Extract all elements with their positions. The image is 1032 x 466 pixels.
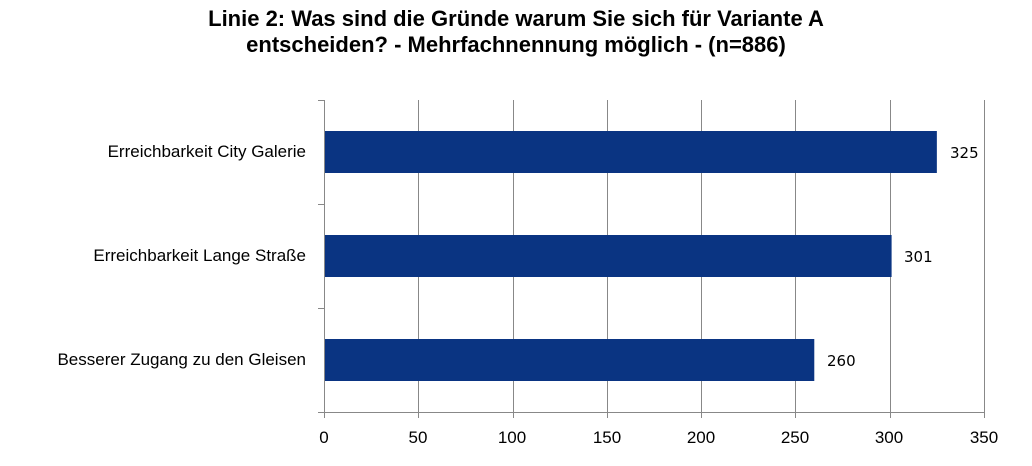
category-label-2: Erreichbarkeit Lange Straße — [93, 246, 306, 265]
x-tick-label-350: 350 — [969, 428, 999, 447]
bar-2 — [325, 235, 892, 277]
x-tick-label-300: 300 — [874, 428, 904, 447]
category-label-3: Besserer Zugang zu den Gleisen — [57, 350, 306, 369]
value-label-3: 260 — [827, 352, 856, 370]
x-tick-label-200: 200 — [686, 428, 716, 447]
x-tick-label-250: 250 — [780, 428, 810, 447]
value-label-2: 301 — [904, 248, 933, 266]
x-tick-label-0: 0 — [319, 428, 329, 447]
value-label-1: 325 — [950, 144, 979, 162]
bar-1 — [325, 131, 937, 173]
x-tick-label-100: 100 — [497, 428, 527, 447]
bar-3 — [325, 339, 815, 381]
x-tick-label-150: 150 — [592, 428, 622, 447]
x-tick-label-50: 50 — [408, 428, 428, 447]
chart-title-line-2: entscheiden? - Mehrfachnennung möglich -… — [246, 32, 786, 57]
category-label-1: Erreichbarkeit City Galerie — [107, 142, 306, 161]
chart-title-line-1: Linie 2: Was sind die Gründe warum Sie s… — [208, 6, 824, 31]
